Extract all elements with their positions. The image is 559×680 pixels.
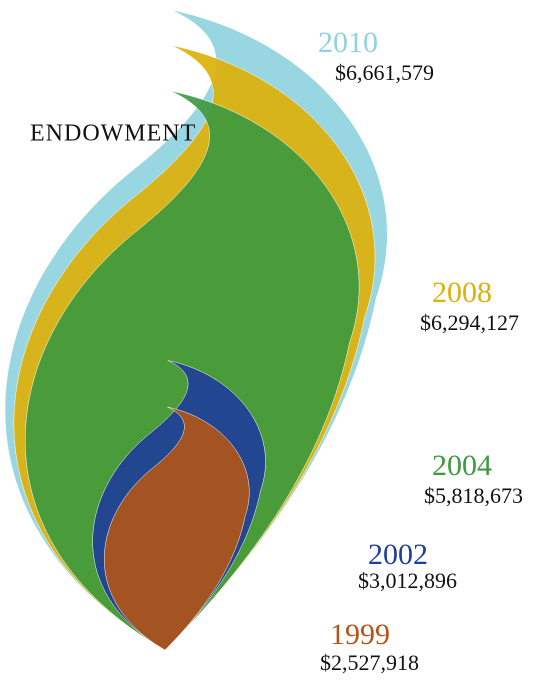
value-label: $6,661,579 — [335, 60, 434, 85]
value-label: $3,012,896 — [358, 568, 457, 593]
year-label: 1999 — [330, 618, 390, 651]
labels: 2010$6,661,579 2008$6,294,127 2004$5,818,6… — [318, 26, 523, 675]
flames — [4, 9, 388, 651]
value-label: $6,294,127 — [420, 310, 519, 335]
year-label: 2002 — [368, 538, 428, 571]
value-label: $5,818,673 — [424, 483, 523, 508]
year-label: 2004 — [432, 449, 492, 482]
year-label: 2010 — [318, 26, 378, 59]
chart-title: ENDOWMENT — [30, 121, 196, 147]
year-label: 2008 — [432, 276, 492, 309]
value-label: $2,527,918 — [320, 650, 419, 675]
flame — [104, 406, 250, 651]
